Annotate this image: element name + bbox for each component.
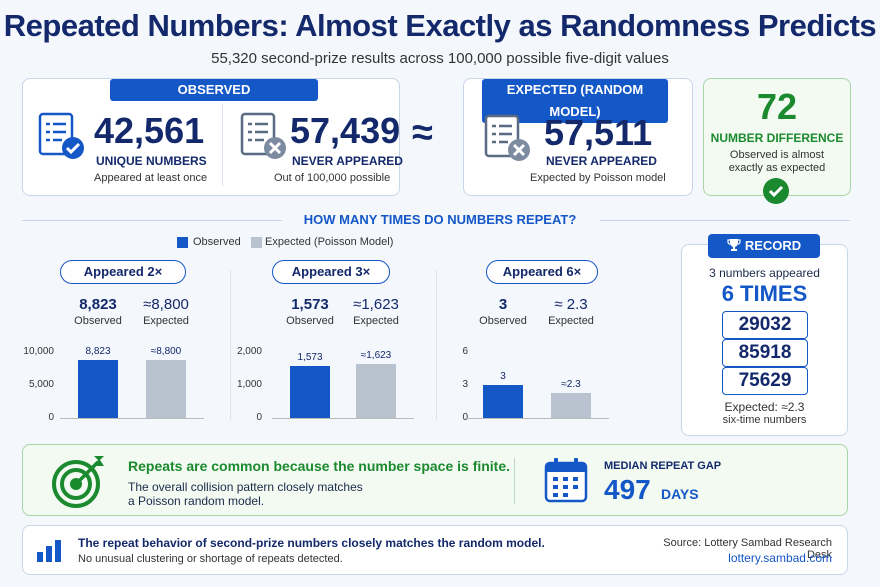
chart-title: Appeared 2× [60, 260, 186, 284]
observed-label: Observed [286, 315, 334, 327]
y-tick-label: 0 [256, 412, 262, 423]
y-tick-label: 0 [48, 412, 54, 423]
y-tick-label: 3 [462, 379, 468, 390]
record-number-2: 85918 [722, 339, 808, 367]
record-number-1: 29032 [722, 311, 808, 339]
legend-swatch-observed [177, 237, 188, 248]
bar-chart-icon [37, 540, 61, 562]
observed-value: 8,823 [79, 296, 117, 313]
insight-divider [514, 458, 515, 504]
observed-bar [78, 359, 118, 418]
footer-headline: The repeat behavior of second-prize numb… [78, 536, 545, 550]
record-note-1: Expected: ≈2.3 [724, 400, 805, 414]
observed-value: 3 [498, 296, 508, 313]
unique-numbers-caption: UNIQUE NUMBERS [96, 154, 207, 168]
legend-expected: Expected (Poisson Model) [265, 236, 394, 248]
y-tick-label: 10,000 [23, 346, 54, 357]
y-tick-label: 6 [462, 346, 468, 357]
never-appeared-value: 57,439 [290, 110, 401, 151]
footer-source: Source: Lottery Sambad Research Desk [663, 537, 832, 561]
expected-never-note: Expected by Poisson model [530, 172, 666, 184]
footer-site: lottery.sambad.com [728, 551, 832, 565]
record-big: 6 TIMES [721, 281, 808, 306]
expected-value: ≈8,800 [143, 296, 189, 313]
expected-never-value: 57,511 [544, 112, 653, 153]
unique-numbers-note: Appeared at least once [94, 172, 208, 184]
gap-value: 497 [604, 474, 651, 505]
observed-label: OBSERVED [110, 79, 318, 101]
approx-symbol: ≈ [412, 112, 433, 154]
never-appeared-note: Out of 100,000 possible [274, 172, 391, 184]
check-circle-icon [763, 178, 789, 204]
x-axis [60, 418, 204, 419]
chart-divider-2 [436, 270, 437, 420]
observed-divider [222, 104, 223, 186]
insight-body-1: The overall collision pattern closely ma… [128, 480, 363, 494]
difference-value: 72 [756, 86, 798, 127]
legend-swatch-expected [251, 237, 262, 248]
page-subtitle: 55,320 second-prize results across 100,0… [211, 50, 669, 67]
footer-sub: No unusual clustering or shortage of rep… [78, 553, 343, 565]
expected-label: Expected [548, 315, 594, 327]
target-icon [52, 456, 104, 508]
checklist-check-icon [38, 112, 84, 159]
record-label: RECORD [744, 238, 802, 253]
chart-title: Appeared 6× [486, 260, 598, 284]
unique-numbers-value: 42,561 [94, 110, 205, 151]
page-title: Repeated Numbers: Almost Exactly as Rand… [3, 8, 877, 43]
expected-bar [356, 364, 396, 418]
bar-data-label: 3 [500, 371, 506, 382]
gap-label: MEDIAN REPEAT GAP [604, 460, 722, 472]
trophy-icon [727, 239, 741, 251]
never-appeared-caption: NEVER APPEARED [292, 154, 403, 168]
x-axis [465, 418, 609, 419]
y-tick-label: 2,000 [236, 346, 262, 357]
expected-bar [551, 392, 591, 418]
bar-data-label: ≈1,623 [360, 350, 392, 362]
section-rule-left [22, 220, 282, 221]
footer-card [22, 525, 848, 575]
record-note-2: six-time numbers [722, 414, 807, 426]
bar-data-label: ≈2.3 [561, 378, 581, 390]
legend-observed: Observed [193, 236, 241, 248]
expected-bar [146, 359, 186, 418]
expected-never-caption: NEVER APPEARED [546, 154, 657, 168]
expected-value: ≈1,623 [353, 296, 399, 313]
observed-value: 1,573 [291, 296, 329, 313]
insight-body-2: a Poisson random model. [128, 494, 265, 508]
expected-label: Expected [143, 315, 189, 327]
expected-label: Expected [353, 315, 399, 327]
observed-label: Observed [479, 315, 527, 327]
insight-card [22, 444, 848, 516]
difference-note-1: Observed is almost [729, 149, 825, 161]
record-badge: RECORD [708, 234, 820, 258]
checklist-x-icon [240, 112, 286, 159]
section-rule-right [600, 220, 850, 221]
bar-data-label: ≈8,800 [150, 345, 182, 357]
record-line1: 3 numbers appeared [709, 266, 820, 280]
insight-headline: Repeats are common because the number sp… [128, 458, 511, 474]
expected-value: ≈ 2.3 [554, 296, 588, 313]
observed-bar [483, 385, 523, 418]
checklist-x-icon [484, 114, 530, 161]
difference-caption: NUMBER DIFFERENCE [710, 131, 844, 145]
difference-card [703, 78, 851, 196]
y-tick-label: 0 [462, 412, 468, 423]
y-tick-label: 5,000 [28, 379, 54, 390]
difference-note-2: exactly as expected [728, 162, 826, 174]
calendar-icon [544, 458, 588, 503]
record-number-3: 75629 [722, 367, 808, 395]
y-tick-label: 1,000 [236, 379, 262, 390]
repeat-heading: HOW MANY TIMES DO NUMBERS REPEAT? [303, 212, 577, 227]
observed-label: Observed [74, 315, 122, 327]
x-axis [272, 418, 414, 419]
chart-title: Appeared 3× [272, 260, 390, 284]
observed-bar [290, 366, 330, 418]
bar-data-label: 1,573 [297, 352, 323, 364]
gap-unit: DAYS [661, 486, 699, 502]
chart-divider-1 [230, 270, 231, 420]
bar-data-label: 8,823 [85, 345, 111, 357]
